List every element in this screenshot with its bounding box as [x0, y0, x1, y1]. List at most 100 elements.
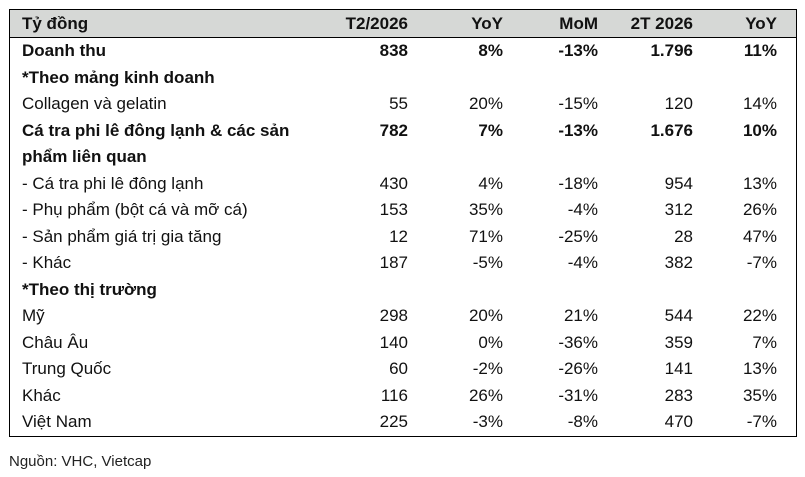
row-label-line: Collagen và gelatin	[22, 94, 167, 114]
row-label-line: Doanh thu	[22, 41, 107, 61]
value-cell: -13%	[558, 120, 598, 140]
table-row: Việt Nam 225 -3% -8% 470 -7%	[10, 409, 796, 436]
value-cell: 187	[379, 253, 408, 273]
value-cell: 26%	[468, 385, 503, 405]
value-cell: 7%	[752, 332, 777, 352]
value-cell: -8%	[567, 412, 598, 432]
header-cell: T2/2026	[345, 13, 408, 33]
value-cell: 298	[379, 306, 408, 326]
table-header: Tỷ đồng T2/2026 YoY MoM 2T 2026 YoY	[10, 10, 796, 38]
value-cell: -4%	[567, 200, 598, 220]
value-cell: 838	[379, 41, 408, 61]
header-cell: YoY	[745, 13, 777, 33]
value-cell: 4%	[478, 173, 503, 193]
value-cell: 954	[664, 173, 693, 193]
value-cell: 13%	[742, 359, 777, 379]
value-cell: 1.676	[650, 120, 693, 140]
row-label: Doanh thu	[10, 41, 320, 61]
value-cell: -7%	[746, 412, 777, 432]
value-cell: 47%	[742, 226, 777, 246]
value-cell: 22%	[742, 306, 777, 326]
value-cell: 116	[380, 385, 408, 405]
value-cell: 283	[664, 385, 693, 405]
row-label: Việt Nam	[10, 412, 320, 432]
row-label: Collagen và gelatin	[10, 94, 320, 114]
row-label-line: *Theo mảng kinh doanh	[22, 67, 215, 87]
row-label: *Theo mảng kinh doanh	[10, 68, 320, 88]
value-cell: 10%	[742, 120, 777, 140]
value-cell: 141	[664, 359, 693, 379]
value-cell: -2%	[472, 359, 503, 379]
value-cell: 225	[379, 412, 408, 432]
value-cell: 382	[664, 253, 693, 273]
value-cell: 55	[389, 94, 408, 114]
row-label-line: Mỹ	[22, 306, 45, 326]
row-label-line: - Sản phẩm giá trị gia tăng	[22, 226, 222, 246]
value-cell: -3%	[472, 412, 503, 432]
table-row: *Theo thị trường	[10, 277, 796, 304]
row-label-line: Cá tra phi lê đông lạnh & các sản	[22, 120, 290, 140]
row-label: *Theo thị trường	[10, 280, 320, 300]
row-label-line: Việt Nam	[22, 412, 92, 432]
value-cell: 153	[379, 200, 408, 220]
value-cell: 20%	[468, 306, 503, 326]
value-cell: 35%	[742, 385, 777, 405]
value-cell: 20%	[468, 94, 503, 114]
row-label-line: phẩm liên quan	[22, 147, 147, 166]
value-cell: 21%	[563, 306, 598, 326]
value-cell: 120	[664, 94, 693, 114]
table-row: Châu Âu 140 0% -36% 359 7%	[10, 330, 796, 357]
value-cell: 140	[379, 332, 408, 352]
row-label: - Cá tra phi lê đông lạnh	[10, 174, 320, 194]
table-row: - Phụ phẩm (bột cá và mỡ cá) 153 35% -4% 312…	[10, 197, 796, 224]
value-cell: -13%	[558, 41, 598, 61]
value-cell: 7%	[478, 120, 503, 140]
value-cell: 430	[379, 173, 408, 193]
header-cell: 2T 2026	[630, 13, 693, 33]
table-row: Cá tra phi lê đông lạnh & các sản phẩm li…	[10, 118, 796, 171]
table-row: Trung Quốc 60 -2% -26% 141 13%	[10, 356, 796, 383]
value-cell: 60	[389, 359, 408, 379]
table-row: Khác 116 26% -31% 283 35%	[10, 383, 796, 410]
value-cell: -26%	[558, 359, 598, 379]
row-label: - Sản phẩm giá trị gia tăng	[10, 227, 320, 247]
table-row: Doanh thu 838 8% -13% 1.796 11%	[10, 38, 796, 65]
value-cell: 312	[664, 200, 693, 220]
table-row: - Cá tra phi lê đông lạnh 430 4% -18% 954 13%	[10, 171, 796, 198]
value-cell: 28	[674, 226, 693, 246]
row-label: Khác	[10, 386, 320, 406]
table-row: - Sản phẩm giá trị gia tăng 12 71% -25% 28 47…	[10, 224, 796, 251]
value-cell: -5%	[472, 253, 503, 273]
value-cell: -18%	[558, 173, 598, 193]
row-label: - Phụ phẩm (bột cá và mỡ cá)	[10, 200, 320, 220]
value-cell: -4%	[567, 253, 598, 273]
table-row: Mỹ 298 20% 21% 544 22%	[10, 303, 796, 330]
header-cell: MoM	[559, 13, 598, 33]
row-label-line: Trung Quốc	[22, 359, 112, 379]
value-cell: 1.796	[650, 41, 693, 61]
value-cell: -15%	[558, 94, 598, 114]
value-cell: 13%	[742, 173, 777, 193]
value-cell: 782	[379, 120, 408, 140]
row-label-line: - Khác	[22, 253, 72, 273]
value-cell: 0%	[478, 332, 503, 352]
table-body: Doanh thu 838 8% -13% 1.796 11% *Theo mảng kin…	[10, 38, 796, 436]
value-cell: 544	[664, 306, 693, 326]
row-label: Cá tra phi lê đông lạnh & các sản phẩm li…	[10, 118, 320, 171]
value-cell: 12	[389, 226, 408, 246]
value-cell: -7%	[746, 253, 777, 273]
value-cell: 26%	[742, 200, 777, 220]
header-cell: Tỷ đồng	[22, 13, 89, 33]
revenue-table: Tỷ đồng T2/2026 YoY MoM 2T 2026 YoY Doan…	[9, 9, 797, 437]
value-cell: 8%	[478, 41, 503, 61]
row-label-line: *Theo thị trường	[22, 279, 157, 299]
table-row: Collagen và gelatin 55 20% -15% 120 14%	[10, 91, 796, 118]
table-row: *Theo mảng kinh doanh	[10, 65, 796, 92]
value-cell: 14%	[742, 94, 777, 114]
value-cell: -31%	[558, 385, 598, 405]
row-label: Mỹ	[10, 306, 320, 326]
value-cell: 35%	[468, 200, 503, 220]
row-label: Trung Quốc	[10, 359, 320, 379]
header-cell: YoY	[471, 13, 503, 33]
value-cell: 71%	[468, 226, 503, 246]
